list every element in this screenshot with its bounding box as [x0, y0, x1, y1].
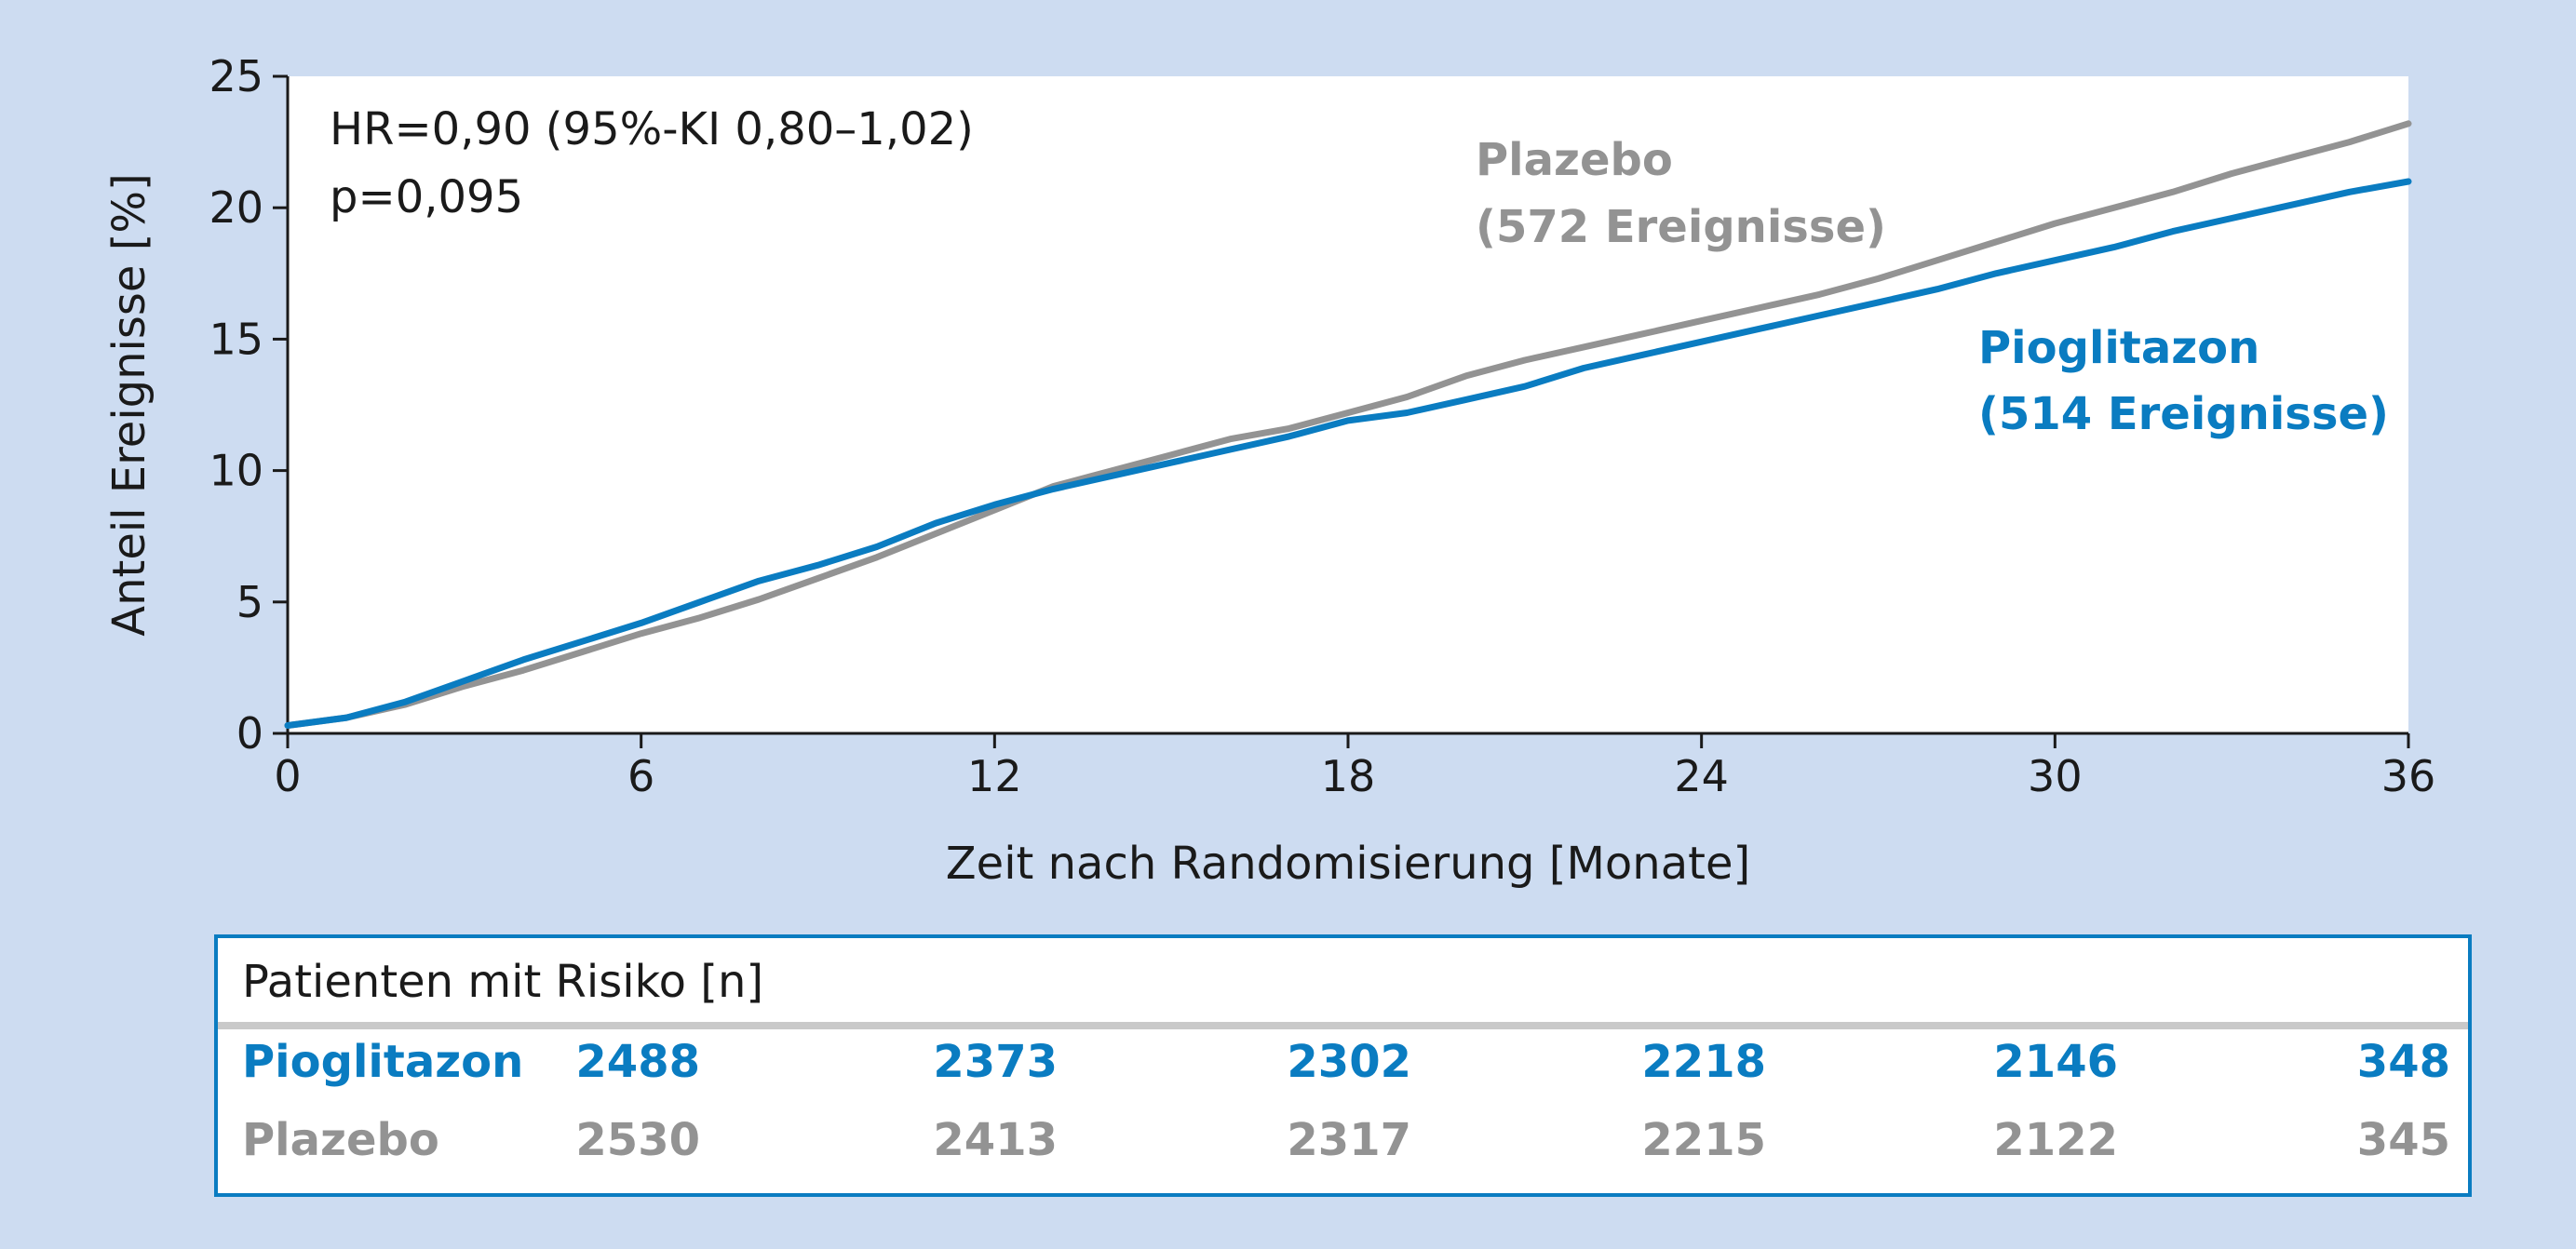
- x-axis-title: Zeit nach Randomisierung [Monate]: [946, 838, 1750, 890]
- risk-count-pioglitazon: 2373: [933, 1036, 1058, 1088]
- pioglitazon-label-events: (514 Ereignisse): [1978, 388, 2389, 440]
- risk-count-pioglitazon: 348: [2357, 1036, 2450, 1088]
- risk-count-plazebo: 2215: [1641, 1114, 1766, 1166]
- plazebo-label-name: Plazebo: [1476, 134, 1673, 186]
- y-tick-label: 5: [236, 577, 263, 627]
- y-tick-label: 25: [209, 51, 263, 101]
- risk-count-pioglitazon: 2218: [1641, 1036, 1766, 1088]
- risk-count-plazebo: 345: [2357, 1114, 2450, 1166]
- y-axis-ticks: 0 5 10 15 20 25: [209, 51, 288, 759]
- risk-count-pioglitazon: 2302: [1287, 1036, 1411, 1088]
- x-axis-ticks: 0 6 12 18 24 30 36: [274, 733, 2435, 801]
- y-tick-label: 15: [209, 314, 263, 364]
- x-tick-label: 30: [2028, 751, 2083, 801]
- x-tick-label: 0: [274, 751, 301, 801]
- x-tick-label: 24: [1674, 751, 1729, 801]
- plazebo-label-events: (572 Ereignisse): [1476, 201, 1886, 253]
- risk-table-title: Patienten mit Risiko [n]: [242, 956, 763, 1008]
- series-lines: [284, 120, 2412, 729]
- series-line-pioglitazon: [284, 178, 2412, 729]
- hazard-ratio-text: HR=0,90 (95%-KI 0,80–1,02): [330, 103, 974, 155]
- risk-row-name-pioglitazon: Pioglitazon: [242, 1036, 523, 1088]
- risk-table-box: [214, 934, 2472, 1197]
- x-tick-label: 36: [2381, 751, 2436, 801]
- y-axis-title: Anteil Ereignisse [%]: [103, 173, 155, 637]
- risk-table-rows: Pioglitazon 2488 2373 2302 2218 2146 348 Plazeb…: [242, 1036, 2450, 1166]
- risk-count-plazebo: 2530: [575, 1114, 700, 1166]
- y-tick-label: 20: [209, 182, 263, 233]
- series-line-plazebo: [284, 120, 2412, 729]
- risk-count-plazebo: 2122: [1993, 1114, 2118, 1166]
- x-tick-label: 18: [1321, 751, 1376, 801]
- risk-count-pioglitazon: 2146: [1993, 1036, 2118, 1088]
- x-tick-label: 12: [967, 751, 1022, 801]
- pioglitazon-label-name: Pioglitazon: [1978, 322, 2259, 374]
- x-tick-label: 6: [627, 751, 654, 801]
- risk-row-name-plazebo: Plazebo: [242, 1114, 439, 1166]
- risk-count-pioglitazon: 2488: [575, 1036, 700, 1088]
- y-tick-label: 10: [209, 446, 263, 496]
- risk-count-plazebo: 2317: [1287, 1114, 1411, 1166]
- y-tick-label: 0: [236, 708, 263, 759]
- risk-count-plazebo: 2413: [933, 1114, 1058, 1166]
- p-value-text: p=0,095: [330, 171, 523, 223]
